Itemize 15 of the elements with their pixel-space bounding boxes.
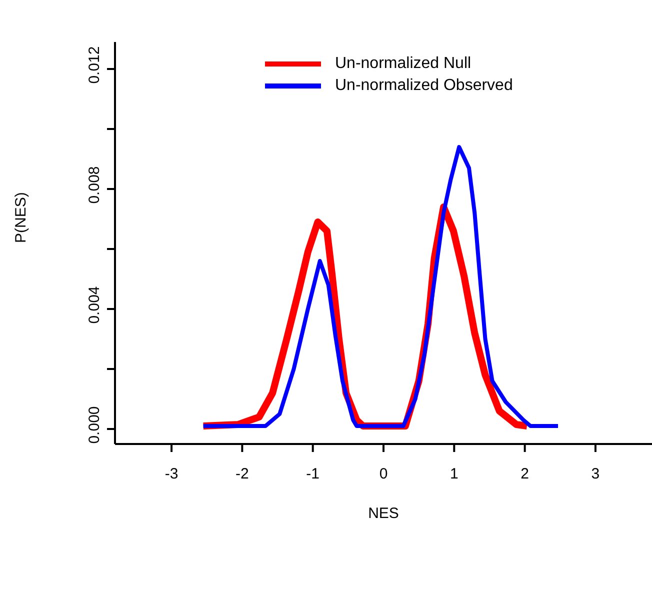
y-tick-label: 0.000 — [86, 406, 103, 444]
y-tick-label: 0.004 — [86, 286, 103, 324]
y-tick-label: 0.008 — [86, 166, 103, 204]
x-axis-title: NES — [368, 505, 399, 522]
x-tick-label: -3 — [164, 466, 178, 483]
y-tick-label: 0.012 — [86, 46, 103, 84]
x-tick-label: -2 — [236, 466, 249, 483]
y-axis-title: P(NES) — [12, 192, 30, 243]
x-tick-label: 1 — [450, 466, 458, 483]
x-tick-label: -1 — [306, 466, 320, 483]
legend-label: Un-normalized Null — [335, 55, 472, 73]
x-tick-label: 3 — [591, 466, 600, 483]
x-tick-label: 0 — [379, 466, 388, 483]
legend-label: Un-normalized Observed — [335, 77, 513, 95]
x-tick-label: 2 — [520, 466, 529, 483]
